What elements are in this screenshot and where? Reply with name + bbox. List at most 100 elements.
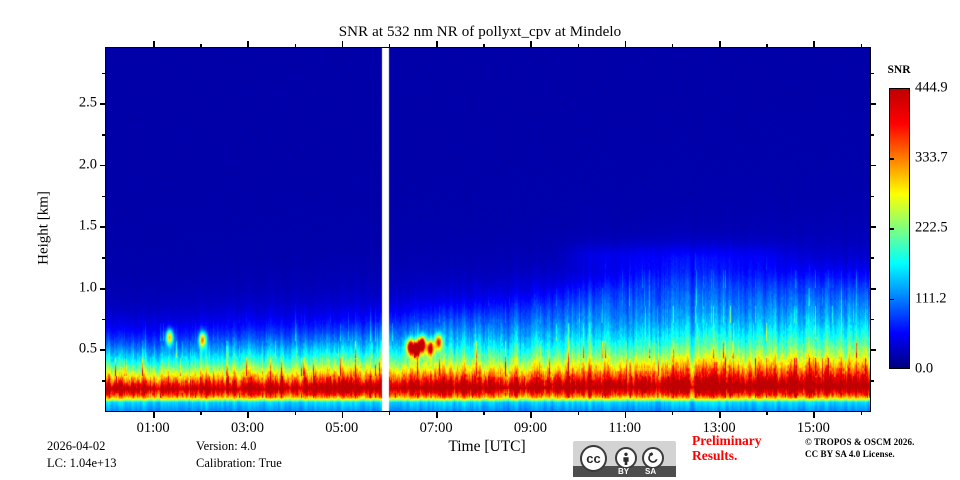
y-tick-minor-right	[870, 257, 874, 259]
y-tick-minor	[102, 380, 106, 382]
creative-commons-badge[interactable]: cc BY SA	[573, 441, 676, 477]
x-tick-minor-top	[577, 44, 579, 48]
x-tick-label-11:00: 11:00	[608, 420, 642, 436]
y-axis-title: Height [km]	[35, 191, 52, 265]
y-tick-label-0.5: 0.5	[78, 340, 97, 357]
x-tick-top-01:00	[153, 41, 155, 48]
footer-calibration: Calibration: True	[196, 456, 282, 470]
colorbar-tick-label-444.9: 444.9	[915, 79, 948, 96]
cc-logo-icon: cc	[580, 445, 607, 472]
x-tick-minor-top	[766, 44, 768, 48]
cc-by-label: BY	[618, 467, 630, 476]
chart-title: SNR at 532 nm NR of pollyxt_cpv at Minde…	[338, 24, 622, 40]
x-tick-minor-top	[671, 44, 674, 48]
y-tick-0.5	[100, 349, 106, 352]
cc-badge-bar	[573, 466, 676, 477]
preliminary-results-notice: Preliminary Results.	[692, 433, 761, 463]
footer-date: 2026-04-02	[47, 439, 106, 453]
y-tick-right-2.0	[870, 164, 876, 167]
x-tick-minor	[388, 411, 391, 415]
x-tick-label-01:00: 01:00	[136, 420, 170, 436]
x-tick-top-13:00	[719, 41, 721, 48]
y-tick-minor-right	[870, 195, 874, 198]
x-tick-11:00	[624, 411, 627, 418]
y-tick-minor-right	[870, 134, 874, 136]
cc-sharealike-arrow-icon	[642, 447, 664, 469]
x-tick-label-07:00: 07:00	[419, 420, 453, 436]
y-tick-minor-right	[870, 318, 874, 321]
y-tick-right-1.0	[870, 287, 876, 290]
colorbar-tick	[889, 298, 894, 301]
snr-heatmap-canvas[interactable]	[106, 48, 870, 411]
x-tick-minor-top	[388, 44, 391, 48]
x-tick-top-05:00	[341, 41, 344, 48]
x-tick-label-05:00: 05:00	[325, 420, 359, 436]
copyright-line-2: CC BY SA 4.0 License.	[805, 449, 895, 459]
x-tick-minor	[200, 411, 202, 415]
x-tick-label-03:00: 03:00	[230, 420, 264, 436]
y-tick-right-1.5	[870, 226, 876, 229]
preliminary-line-1: Preliminary	[692, 433, 762, 448]
x-tick-13:00	[719, 411, 721, 418]
x-tick-minor	[483, 411, 485, 415]
colorbar-title: SNR	[887, 64, 911, 76]
x-tick-label-13:00: 13:00	[702, 420, 736, 436]
y-tick-label-2.5: 2.5	[78, 94, 97, 111]
heatmap-plot-area[interactable]: 0.5 1.0 1.5 2.0 2.5 01:00 03:00 05:00 07:00 09:0…	[79, 41, 876, 436]
y-tick-right-0.5	[870, 349, 876, 352]
x-axis-title: Time [UTC]	[448, 438, 526, 455]
x-tick-09:00	[530, 411, 533, 418]
x-tick-top-07:00	[436, 41, 438, 48]
x-tick-top-03:00	[247, 41, 250, 48]
colorbar[interactable]: 0.0 111.2 222.5 333.7 444.9	[889, 80, 948, 377]
x-tick-minor	[860, 411, 862, 415]
x-tick-minor-top	[483, 44, 485, 48]
y-tick-minor	[102, 318, 106, 321]
y-tick-label-2.0: 2.0	[78, 156, 97, 173]
cc-attribution-person-icon	[615, 447, 637, 469]
y-tick-minor	[102, 257, 106, 259]
x-tick-minor-top	[200, 44, 202, 48]
x-tick-15:00	[813, 411, 815, 418]
y-tick-2.5	[100, 103, 106, 105]
y-tick-2.0	[100, 164, 106, 167]
y-tick-minor	[102, 134, 106, 136]
x-tick-minor-top	[294, 44, 297, 48]
copyright-notice: © TROPOS & OSCM 2026. CC BY SA 4.0 Licen…	[805, 436, 914, 460]
y-tick-label-1.0: 1.0	[78, 279, 97, 296]
x-tick-07:00	[436, 411, 438, 418]
cc-mark-label: cc	[586, 451, 601, 466]
y-tick-1.5	[100, 226, 106, 229]
colorbar-tick	[889, 158, 894, 160]
x-tick-top-09:00	[530, 41, 533, 48]
x-tick-05:00	[341, 411, 344, 418]
preliminary-line-2: Results.	[692, 448, 738, 463]
cc-sa-label: SA	[645, 467, 657, 476]
x-tick-minor	[671, 411, 674, 415]
y-tick-minor	[102, 72, 106, 74]
x-tick-minor	[577, 411, 579, 415]
y-tick-right-2.5	[870, 103, 876, 105]
x-tick-01:00	[153, 411, 155, 418]
x-tick-minor-top	[860, 44, 862, 48]
footer-version: Version: 4.0	[196, 439, 257, 453]
colorbar-tick-label-333.7: 333.7	[915, 149, 948, 166]
colorbar-tick	[889, 228, 894, 230]
x-tick-top-15:00	[813, 41, 815, 48]
colorbar-tick-label-222.5: 222.5	[915, 219, 948, 236]
x-tick-label-15:00: 15:00	[796, 420, 830, 436]
y-tick-1.0	[100, 287, 106, 290]
footer-lidar-constant: LC: 1.04e+13	[47, 456, 117, 470]
colorbar-tick-label-0.0: 0.0	[915, 360, 934, 377]
colorbar-tick-label-111.2: 111.2	[915, 290, 947, 307]
copyright-line-1: © TROPOS & OSCM 2026.	[805, 437, 915, 447]
y-tick-label-1.5: 1.5	[78, 217, 97, 234]
y-tick-minor-right	[870, 72, 874, 74]
y-tick-minor	[102, 195, 106, 198]
x-tick-03:00	[247, 411, 250, 418]
x-tick-label-09:00: 09:00	[513, 420, 547, 436]
x-tick-top-11:00	[624, 41, 627, 48]
x-tick-minor	[766, 411, 768, 415]
y-tick-minor-right	[870, 380, 874, 382]
